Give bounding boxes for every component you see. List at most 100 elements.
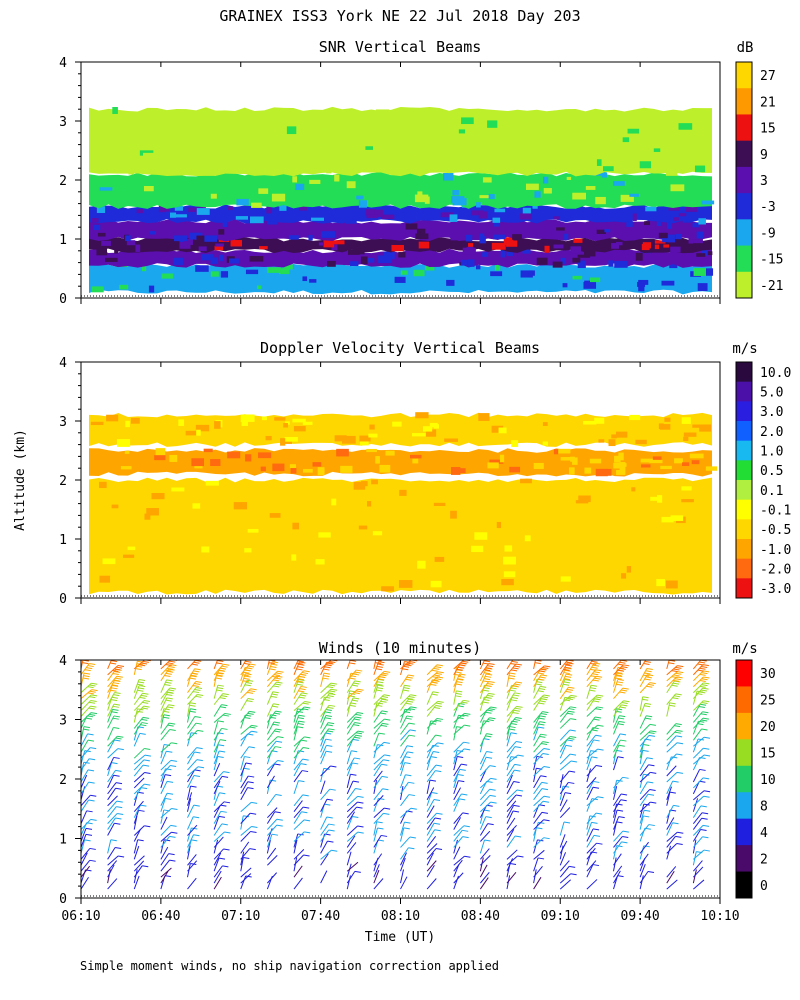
wind-barb-flag bbox=[219, 697, 226, 700]
wind-barb-flag bbox=[111, 696, 118, 699]
wind-barb bbox=[453, 793, 462, 807]
wind-barb bbox=[346, 851, 352, 866]
wind-barb-flag bbox=[563, 672, 570, 675]
wind-barb-flag bbox=[327, 695, 334, 698]
heatmap-cell bbox=[596, 159, 602, 166]
wind-barb-flag bbox=[567, 662, 574, 665]
wind-barb bbox=[346, 806, 357, 819]
heatmap-cell bbox=[210, 271, 219, 277]
heatmap-cell bbox=[645, 206, 657, 212]
heatmap-cell bbox=[670, 184, 685, 192]
heatmap-cell bbox=[148, 285, 155, 293]
colorbar-swatch bbox=[736, 712, 752, 740]
wind-barb bbox=[346, 831, 359, 842]
heatmap-cell bbox=[227, 451, 241, 459]
heatmap-cell bbox=[171, 487, 185, 492]
wind-barb bbox=[586, 734, 596, 747]
wind-barb-flag bbox=[461, 763, 468, 766]
wind-barb-flag bbox=[353, 692, 360, 695]
wind-barb-flag bbox=[138, 681, 145, 684]
wind-barb-flag bbox=[703, 790, 711, 793]
wind-barb-flag bbox=[163, 708, 170, 711]
wind-barb bbox=[719, 739, 720, 741]
heatmap-cell bbox=[654, 240, 666, 244]
wind-barb bbox=[293, 806, 304, 819]
heatmap-cell bbox=[696, 231, 704, 239]
wind-barb-flag bbox=[216, 662, 223, 665]
heatmap-band bbox=[89, 106, 712, 177]
wind-barb-flag bbox=[725, 688, 731, 689]
colorbar-label: 10.0 bbox=[760, 366, 791, 381]
wind-barb-flag bbox=[676, 735, 683, 738]
wind-barb bbox=[719, 686, 720, 687]
wind-barb-flag bbox=[272, 661, 279, 664]
wind-barb-flag bbox=[702, 812, 709, 815]
wind-barb-flag bbox=[215, 677, 222, 680]
heatmap-cell bbox=[336, 448, 349, 457]
wind-barb-flag bbox=[570, 706, 577, 709]
wind-barb-flag bbox=[408, 722, 415, 725]
wind-barb bbox=[213, 776, 223, 789]
wind-barb-flag bbox=[276, 824, 283, 827]
wind-barb-flag bbox=[596, 706, 604, 709]
heatmap-cell bbox=[302, 276, 308, 282]
wind-barb bbox=[506, 855, 518, 866]
wind-barb bbox=[187, 860, 198, 872]
wind-barb-flag bbox=[700, 689, 708, 692]
heatmap-cell bbox=[632, 213, 637, 222]
heatmap-cell bbox=[669, 263, 678, 269]
heatmap-cell bbox=[91, 286, 104, 293]
wind-barb-flag bbox=[142, 716, 149, 719]
heatmap-cell bbox=[614, 260, 628, 268]
heatmap-cell bbox=[141, 264, 147, 272]
wind-barb bbox=[293, 854, 304, 866]
wind-barb-flag bbox=[590, 687, 597, 690]
wind-barb-flag bbox=[271, 833, 279, 836]
wind-barb bbox=[719, 864, 720, 866]
wind-barb-flag bbox=[324, 803, 331, 806]
wind-barb bbox=[666, 660, 670, 670]
wind-barb-flag bbox=[483, 687, 490, 690]
wind-barb-flag bbox=[110, 839, 117, 842]
wind-barb-flag bbox=[510, 732, 517, 735]
wind-barb-flag bbox=[730, 713, 736, 714]
wind-barb bbox=[453, 846, 461, 860]
wind-barb bbox=[346, 795, 358, 807]
heatmap-cell bbox=[511, 440, 519, 447]
wind-barb-flag bbox=[380, 700, 387, 703]
snr-title: SNR Vertical Beams bbox=[319, 38, 482, 56]
wind-barb-flag bbox=[563, 678, 571, 681]
heatmap-cell bbox=[465, 234, 473, 242]
wind-barb-flag bbox=[326, 750, 333, 753]
wind-barb-flag bbox=[617, 875, 624, 878]
wind-barb-flag bbox=[408, 708, 415, 711]
heatmap-band bbox=[89, 412, 712, 447]
wind-barb bbox=[400, 794, 410, 807]
heatmap-cell bbox=[474, 532, 488, 540]
heatmap-cell bbox=[423, 426, 433, 432]
wind-barb-flag bbox=[301, 811, 308, 814]
colorbar-swatch bbox=[736, 845, 752, 873]
wind-barb bbox=[639, 750, 644, 765]
wind-barb-flag bbox=[643, 744, 650, 747]
wind-barb bbox=[479, 769, 487, 783]
colorbar-swatch bbox=[736, 114, 752, 142]
wind-barb-flag bbox=[435, 666, 442, 669]
wind-barb-flag bbox=[87, 665, 94, 668]
wind-barb-flag bbox=[375, 668, 383, 671]
wind-barb bbox=[160, 816, 168, 830]
wind-barb bbox=[692, 869, 697, 884]
heatmap-cell bbox=[251, 202, 262, 208]
doppler-title: Doppler Velocity Vertical Beams bbox=[260, 339, 540, 357]
heatmap-cell bbox=[99, 481, 107, 489]
wind-barb-flag bbox=[514, 769, 521, 772]
heatmap-cell bbox=[475, 151, 481, 158]
wind-barb-flag bbox=[383, 812, 390, 815]
colorbar-label: 21 bbox=[760, 95, 776, 110]
wind-barb-flag bbox=[730, 676, 736, 677]
wind-barb-flag bbox=[324, 696, 331, 699]
wind-barb bbox=[107, 839, 112, 854]
wind-barb-flag bbox=[110, 689, 117, 692]
heatmap-cell bbox=[488, 194, 495, 200]
